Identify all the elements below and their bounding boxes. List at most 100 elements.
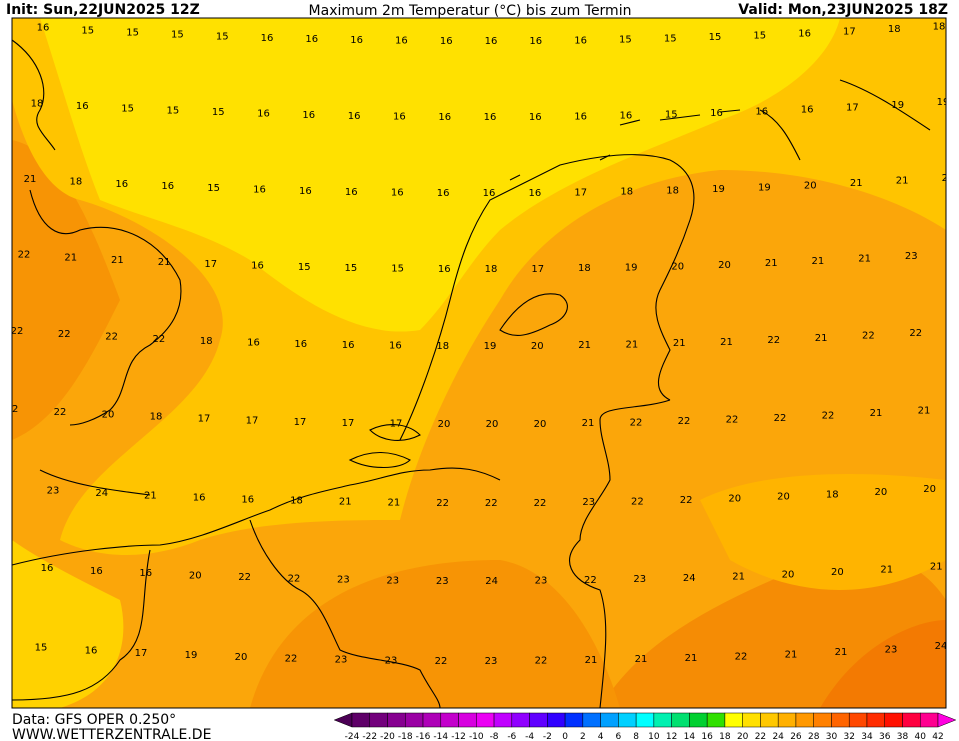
temperature-value: 21 — [158, 257, 171, 268]
colorbar-cell — [440, 712, 459, 728]
temperature-value: 15 — [35, 643, 48, 654]
colorbar-label: -12 — [451, 732, 466, 741]
colorbar-label: 4 — [598, 732, 604, 741]
colorbar-label: 20 — [737, 732, 749, 741]
temperature-value: 16 — [395, 36, 408, 47]
temperature-value: 18 — [888, 24, 901, 35]
temperature-value: 21 — [858, 254, 871, 265]
colorbar-label: 12 — [666, 732, 677, 741]
temperature-value: 16 — [115, 179, 128, 190]
temperature-value: 22 — [435, 656, 448, 667]
temperature-value: 20 — [804, 180, 817, 191]
temperature-value: 16 — [798, 29, 811, 40]
temperature-value: 22 — [288, 574, 301, 585]
temperature-value: 15 — [167, 105, 180, 116]
colorbar-cell — [547, 712, 566, 728]
colorbar-label: 28 — [808, 732, 820, 741]
temperature-value: 23 — [633, 574, 646, 585]
temperature-value: 16 — [437, 188, 450, 199]
colorbar-cell — [564, 712, 584, 728]
temperature-value: 20 — [102, 409, 115, 420]
colorbar-cell — [671, 712, 690, 728]
colorbar-cell — [369, 712, 388, 728]
temperature-value: 20 — [718, 260, 731, 271]
temperature-value: 18 — [578, 263, 591, 274]
temperature-value: 16 — [294, 339, 307, 350]
colorbar-label: 26 — [790, 732, 802, 741]
colorbar-cell — [529, 712, 548, 728]
temperature-value: 17 — [846, 102, 859, 113]
temperature-value: 21 — [673, 338, 686, 349]
colorbar-label: -4 — [525, 732, 534, 741]
temperature-value: 23 — [337, 575, 350, 586]
temperature-value: 23 — [436, 576, 449, 587]
colorbar-label: 32 — [843, 732, 854, 741]
temperature-value: 15 — [212, 107, 225, 118]
temperature-value: 19 — [758, 182, 771, 193]
colorbar-cell — [760, 712, 779, 728]
temperature-value: 16 — [620, 111, 633, 122]
temperature-value: 18 — [485, 264, 498, 275]
temperature-value: 23 — [47, 485, 60, 496]
colorbar-cell — [618, 712, 637, 728]
colorbar-label: -22 — [362, 732, 377, 741]
temperature-value: 22 — [54, 407, 67, 418]
temperature-value: 16 — [247, 337, 260, 348]
temperature-value: 21 — [685, 653, 698, 664]
temperature-value: 16 — [755, 106, 768, 117]
temperature-value: 16 — [801, 105, 814, 116]
colorbar-cell — [706, 712, 726, 728]
temperature-value: 18 — [620, 187, 633, 198]
colorbar-label: -24 — [345, 732, 360, 741]
temperature-value: 16 — [710, 108, 723, 119]
temperature-value: 16 — [345, 187, 358, 198]
temperature-value: 23 — [386, 575, 399, 586]
temperature-value: 21 — [626, 339, 639, 350]
temperature-value: 18 — [436, 341, 449, 352]
temperature-value: 22 — [485, 498, 498, 509]
temperature-value: 22 — [105, 332, 118, 343]
temperature-value: 18 — [933, 21, 946, 32]
colorbar-label: -2 — [543, 732, 552, 741]
temperature-value: 16 — [529, 36, 542, 47]
colorbar-cell — [884, 712, 903, 728]
temperature-value: 21 — [870, 408, 883, 419]
temperature-value: 24 — [935, 641, 948, 652]
temperature-value: 17 — [198, 414, 211, 425]
temperature-value: 15 — [298, 262, 311, 273]
temperature-value: 15 — [709, 32, 722, 43]
temperature-value: 21 — [812, 256, 825, 267]
temperature-value: 15 — [207, 183, 220, 194]
colorbar-cell — [458, 712, 477, 728]
website: WWW.WETTERZENTRALE.DE — [12, 727, 211, 741]
colorbar-label: -6 — [507, 732, 516, 741]
temperature-value: 17 — [294, 417, 307, 428]
temperature-value: 22 — [822, 411, 835, 422]
temperature-value: 21 — [835, 647, 848, 658]
temperature-value: 17 — [531, 264, 544, 275]
temperature-value: 21 — [64, 252, 77, 263]
coastlines — [11, 39, 931, 709]
temperature-value: 23 — [582, 497, 595, 508]
temperature-value: 21 — [111, 255, 124, 266]
temperature-value: 21 — [918, 405, 931, 416]
colorbar-label: 22 — [755, 732, 766, 741]
temperature-value: 19 — [712, 184, 725, 195]
temperature-value: 16 — [485, 36, 498, 47]
temperature-value: 23 — [485, 656, 498, 667]
temperature-value: 15 — [665, 109, 678, 120]
colorbar-cell — [777, 712, 797, 728]
temperature-value: 24 — [683, 573, 696, 584]
temperature-value: 20 — [531, 341, 544, 352]
temperature-value: 21 — [339, 497, 352, 508]
temperature-value: 22 — [584, 575, 597, 586]
colorbar-label: -14 — [433, 732, 448, 741]
temperature-value: 18 — [200, 336, 213, 347]
temperature-value: 21 — [896, 176, 909, 187]
temperature-value: 16 — [241, 494, 254, 505]
temperature-value: 22 — [862, 331, 875, 342]
temperature-value: 15 — [391, 264, 404, 275]
colorbar-cell — [795, 712, 814, 728]
colorbar-cell — [582, 712, 601, 728]
colorbar-cell — [919, 712, 939, 728]
